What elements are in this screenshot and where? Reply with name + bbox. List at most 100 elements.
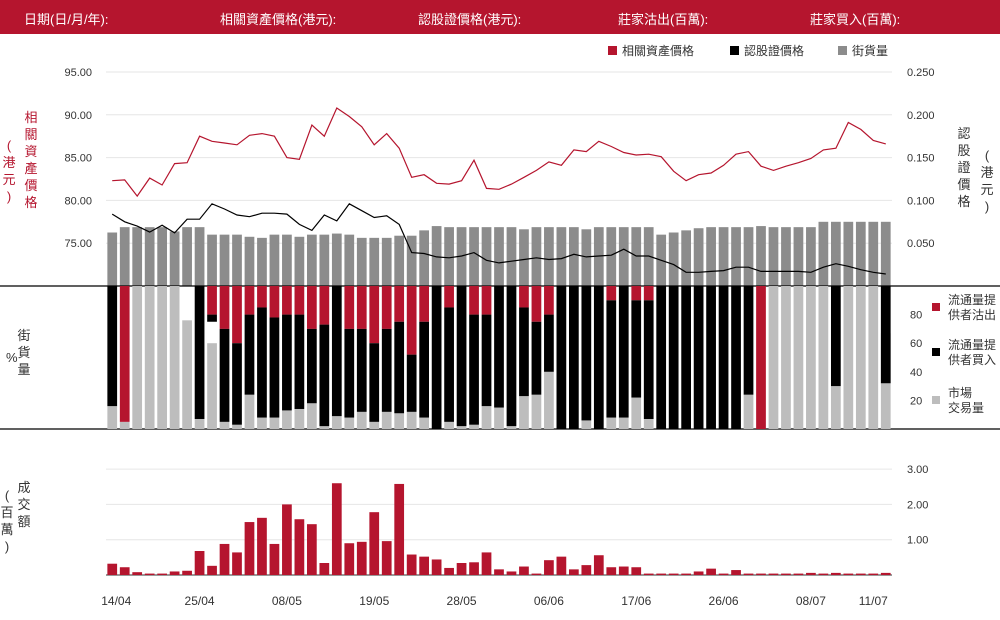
left-axis-unit-char: 元 <box>2 172 15 187</box>
outstanding-bar <box>556 227 567 286</box>
outstanding-bar <box>157 227 168 286</box>
turnover-bar <box>519 566 529 575</box>
outstanding-bar <box>381 237 392 286</box>
market-volume-bar <box>519 396 529 429</box>
asset-price-line <box>112 107 886 198</box>
turnover-bar <box>668 573 679 575</box>
turnover-bar <box>169 571 180 575</box>
right-axis-unit-char: ) <box>985 199 989 214</box>
issuer-buy-bar <box>718 286 729 429</box>
header-bar: 日期(日/月/年): 相關資產價格(港元): 認股證價格(港元): 莊家沽出(百… <box>0 0 1000 34</box>
market-volume-bar <box>768 286 779 429</box>
middle-legend-label: 流通量提 <box>948 337 996 352</box>
outstanding-bar <box>544 227 554 286</box>
outstanding-bar <box>806 227 816 286</box>
turnover-bar <box>157 573 168 575</box>
issuer-buy-bar <box>282 314 292 411</box>
turnover-bar <box>793 573 804 575</box>
issuer-buy-bar <box>456 286 467 427</box>
issuer-sell-bar <box>531 286 542 322</box>
middle-tick-label: 20 <box>910 395 922 407</box>
asset-price-field-label: 相關資產價格(港元): <box>220 12 337 27</box>
market-volume-bar <box>331 416 342 429</box>
market-volume-bar <box>531 394 542 429</box>
middle-legend-label: 流通量提 <box>948 292 996 307</box>
outstanding-bar <box>306 234 317 286</box>
outstanding-bar <box>394 235 405 286</box>
turnover-bar <box>843 573 854 575</box>
outstanding-bar <box>781 227 791 286</box>
market-volume-bar <box>618 417 629 429</box>
turnover-bar <box>294 519 305 575</box>
market-volume-bar <box>818 286 829 429</box>
left-tick-label: 80.00 <box>64 195 92 207</box>
issuer-buy-bar <box>469 314 479 425</box>
market-volume-bar <box>419 417 430 429</box>
outstanding-bar <box>369 237 380 286</box>
market-volume-bar <box>157 286 168 429</box>
market-volume-bar <box>169 286 180 429</box>
outstanding-bar <box>793 227 804 286</box>
market-volume-bar <box>743 394 754 429</box>
turnover-bar <box>631 567 642 575</box>
market-volume-bar <box>369 421 380 429</box>
turnover-bar <box>444 567 454 575</box>
right-tick-label: 0.150 <box>907 153 935 165</box>
turnover-bar <box>768 573 779 575</box>
middle-legend-label: 市場 <box>948 385 972 400</box>
issuer-sell-bar <box>381 286 392 329</box>
left-tick-label: 95.00 <box>64 67 92 79</box>
turnover-bar <box>369 512 380 575</box>
x-tick-label: 19/05 <box>359 594 389 608</box>
turnover-bar <box>381 541 392 575</box>
issuer-sell-bar <box>544 286 554 315</box>
outstanding-bar <box>207 234 217 286</box>
legend-swatch <box>730 46 739 55</box>
issuer-sell-bar <box>294 286 305 315</box>
market-volume-bar <box>793 286 804 429</box>
market-volume-bar <box>830 386 841 429</box>
issuer-sell-bar <box>269 286 280 318</box>
middle-axis-title-char: 貨 <box>17 345 30 360</box>
issuer-buy-bar <box>581 286 592 421</box>
issuer-sell-bar <box>519 286 529 308</box>
outstanding-bar <box>768 227 779 286</box>
outstanding-bar <box>843 221 854 286</box>
turnover-bar <box>194 551 205 575</box>
outstanding-bar <box>519 229 529 286</box>
left-axis-unit-char: 港 <box>2 155 15 170</box>
market-volume-bar <box>182 320 192 429</box>
market-volume-bar <box>269 417 280 429</box>
issuer-buy-bar <box>706 286 716 429</box>
turnover-bar <box>880 572 891 575</box>
turnover-bar <box>681 573 692 575</box>
market-volume-bar <box>207 343 217 429</box>
x-tick-label: 17/06 <box>621 594 651 608</box>
issuer-buy-bar <box>880 286 891 384</box>
turnover-bar <box>506 571 517 575</box>
market-volume-bar <box>319 426 330 429</box>
outstanding-bar <box>868 221 879 286</box>
issuer-sell-bar <box>219 286 230 329</box>
issuer-buy-bar <box>394 321 405 414</box>
right-axis-unit-char: 元 <box>980 182 993 197</box>
middle-tick-label: 80 <box>910 310 922 322</box>
market-volume-bar <box>781 286 791 429</box>
market-volume-bar <box>232 424 242 429</box>
left-tick-label: 90.00 <box>64 110 92 122</box>
middle-legend-label: 供者買入 <box>948 353 996 367</box>
turnover-bar <box>331 483 342 575</box>
date-field-label: 日期(日/月/年): <box>24 12 109 27</box>
turnover-bar <box>306 524 317 575</box>
market-volume-bar <box>356 411 367 429</box>
turnover-bar <box>257 517 267 575</box>
turnover-bar <box>132 572 143 575</box>
issuer-buy-bar <box>232 343 242 425</box>
outstanding-bar <box>244 236 255 286</box>
warrant-price-line <box>111 203 886 275</box>
outstanding-bar <box>681 230 692 286</box>
issuer-sell-bar <box>244 286 255 315</box>
turnover-bar <box>568 569 579 575</box>
bottom-axis-unit-char: 萬 <box>0 522 13 537</box>
issuer-sell-bar <box>643 286 654 301</box>
